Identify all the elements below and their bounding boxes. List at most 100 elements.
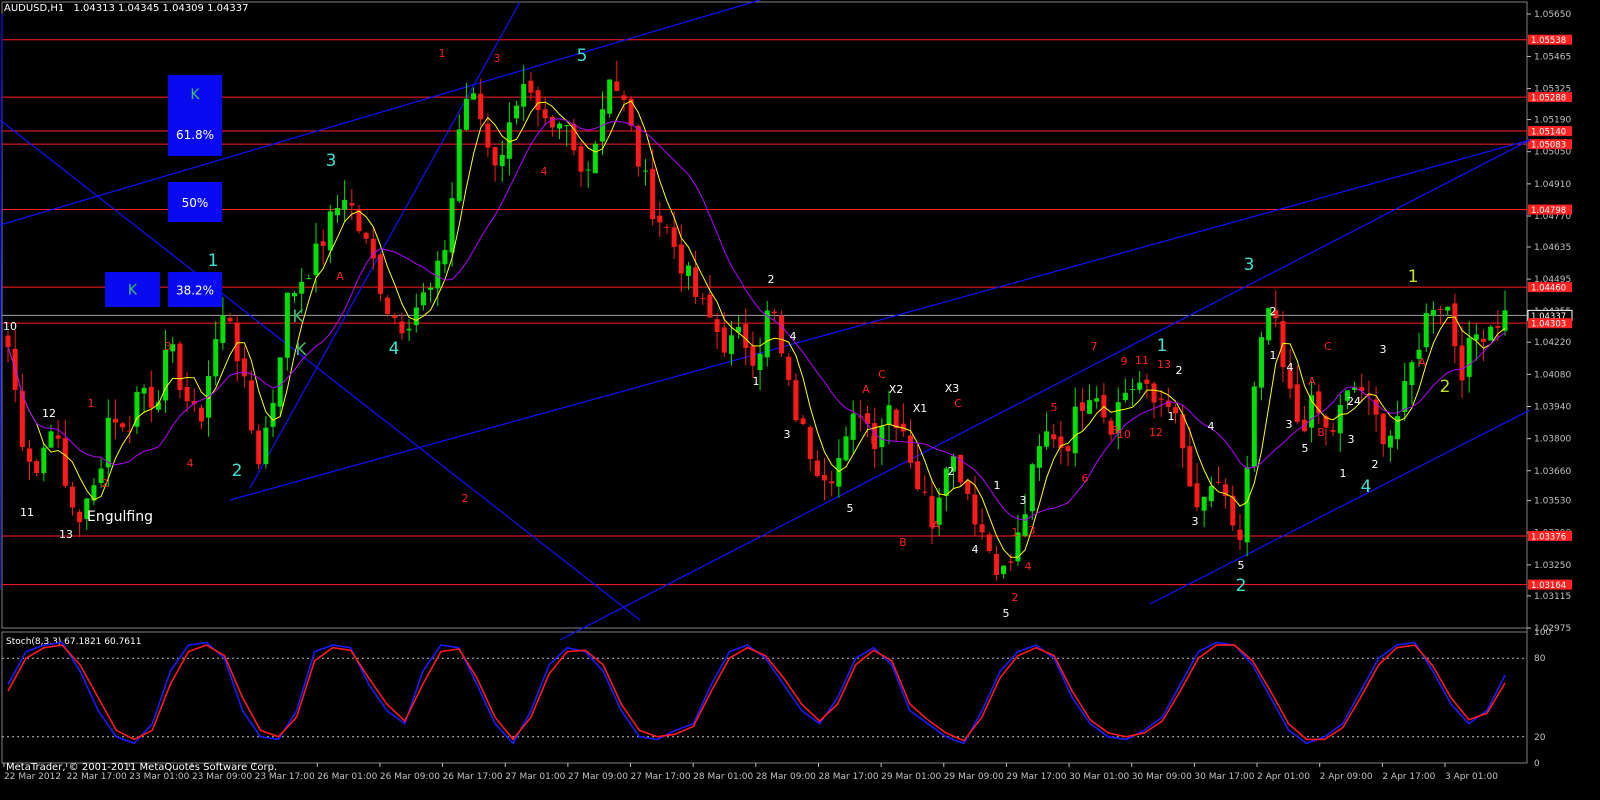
bull-candle — [836, 457, 842, 487]
fib-box — [105, 272, 160, 307]
bear-candle — [1108, 420, 1114, 435]
wave-label: 1 — [1012, 526, 1019, 539]
trend-channel-line — [229, 139, 1531, 501]
wave-label: 5 — [577, 46, 588, 66]
wave-label: 1 — [1340, 467, 1347, 480]
wave-label: 4 — [187, 457, 194, 470]
bear-candle — [241, 358, 247, 377]
wave-label: 8 — [1112, 424, 1119, 437]
stoch-main-line — [7, 641, 1506, 745]
price-level-value: 1.03164 — [1531, 581, 1566, 591]
bear-candle — [1173, 407, 1179, 414]
bear-candle — [657, 215, 663, 223]
chart-ohlc: 1.04313 1.04345 1.04309 1.04337 — [73, 3, 249, 14]
bear-candle — [198, 407, 204, 422]
bear-candle — [635, 125, 641, 167]
bull-candle — [292, 293, 298, 297]
bear-candle — [614, 81, 620, 91]
bear-candle — [1151, 383, 1157, 403]
price-level-value: 1.04460 — [1531, 284, 1566, 294]
wave-label: 4 — [541, 165, 548, 178]
time-tick-label: 29 Mar 01:00 — [881, 772, 941, 782]
price-tick-label: 1.03530 — [1534, 497, 1571, 507]
bear-candle — [1008, 561, 1014, 563]
bear-candle — [1230, 495, 1236, 526]
bear-candle — [385, 297, 391, 314]
bull-candle — [1022, 514, 1028, 536]
price-level-tag — [1528, 92, 1572, 103]
time-tick-label: 30 Mar 01:00 — [1069, 772, 1129, 782]
bear-candle — [485, 123, 491, 148]
price-level-value: 1.05288 — [1531, 94, 1566, 104]
bull-candle — [313, 243, 319, 275]
price-level-tag — [1528, 530, 1572, 541]
bear-candle — [535, 90, 541, 111]
wave-label: 3 — [1380, 343, 1387, 356]
wave-label: 3 — [784, 428, 791, 441]
wave-label: 2 — [1270, 305, 1277, 318]
bear-candle — [893, 409, 899, 429]
price-level-tag — [1528, 34, 1572, 45]
trend-channel-line — [0, 0, 761, 226]
bull-candle — [1251, 386, 1257, 467]
wave-label: A — [1418, 356, 1426, 369]
bear-candle — [399, 321, 405, 334]
wave-label: 3 — [1192, 515, 1199, 528]
bull-candle — [1094, 398, 1100, 402]
bear-candle — [779, 315, 785, 354]
bull-candle — [41, 447, 47, 474]
time-tick-label: 23 Mar 17:00 — [255, 772, 315, 782]
wave-label: 3 — [1244, 255, 1255, 275]
price-level-tag — [1528, 126, 1572, 137]
bull-candle — [1409, 362, 1415, 386]
wave-label: 13 — [1157, 358, 1171, 371]
wave-label: 3 — [165, 340, 172, 353]
bull-candle — [514, 105, 520, 119]
bear-candle — [1323, 415, 1329, 428]
price-level-value: 1.05140 — [1531, 128, 1566, 138]
price-tick-label: 1.05190 — [1534, 116, 1571, 126]
bull-candle — [263, 427, 269, 465]
bull-candle — [105, 417, 111, 468]
wave-label: 1 — [1408, 267, 1419, 287]
bull-candle — [406, 328, 412, 331]
bull-candle — [607, 79, 613, 114]
price-level-value: 1.05083 — [1531, 141, 1566, 151]
bear-candle — [822, 475, 828, 481]
time-tick-label: 30 Mar 09:00 — [1132, 772, 1192, 782]
bear-candle — [492, 147, 498, 166]
bull-candle — [1001, 565, 1007, 575]
bear-candle — [1459, 345, 1465, 381]
bull-candle — [1258, 337, 1264, 388]
time-tick-label: 27 Mar 09:00 — [568, 772, 628, 782]
bull-candle — [499, 154, 505, 167]
wave-label: 3 — [1286, 418, 1293, 431]
bear-candle — [191, 400, 197, 404]
footer-copyright: MetaTrader, © 2001-2011 MetaQuotes Softw… — [6, 762, 278, 773]
price-level-tag — [1528, 318, 1572, 329]
bear-candle — [721, 327, 727, 353]
bear-candle — [621, 95, 627, 100]
bear-candle — [1165, 400, 1171, 407]
time-tick-label: 23 Mar 09:00 — [192, 772, 252, 782]
bear-candle — [112, 418, 118, 423]
bear-candle — [979, 524, 985, 533]
bull-candle — [506, 122, 512, 159]
price-tick-label: 1.03250 — [1534, 561, 1571, 571]
bear-candle — [986, 534, 992, 551]
bull-candle — [1072, 406, 1078, 454]
bear-candle — [62, 438, 68, 486]
bear-candle — [1058, 436, 1064, 449]
bull-candle — [449, 198, 455, 253]
candlesticks — [5, 60, 1508, 581]
bull-candle — [1015, 532, 1021, 562]
stoch-tick-label: 100 — [1534, 628, 1551, 638]
wave-label: 5 — [847, 502, 854, 515]
bull-candle — [327, 211, 333, 251]
bear-candle — [714, 319, 720, 332]
price-tick-label: 1.04910 — [1534, 180, 1571, 190]
wave-label: 2 — [1372, 458, 1379, 471]
wave-label: 12 — [42, 407, 56, 420]
bear-candle — [700, 298, 706, 300]
bull-candle — [1115, 402, 1121, 434]
